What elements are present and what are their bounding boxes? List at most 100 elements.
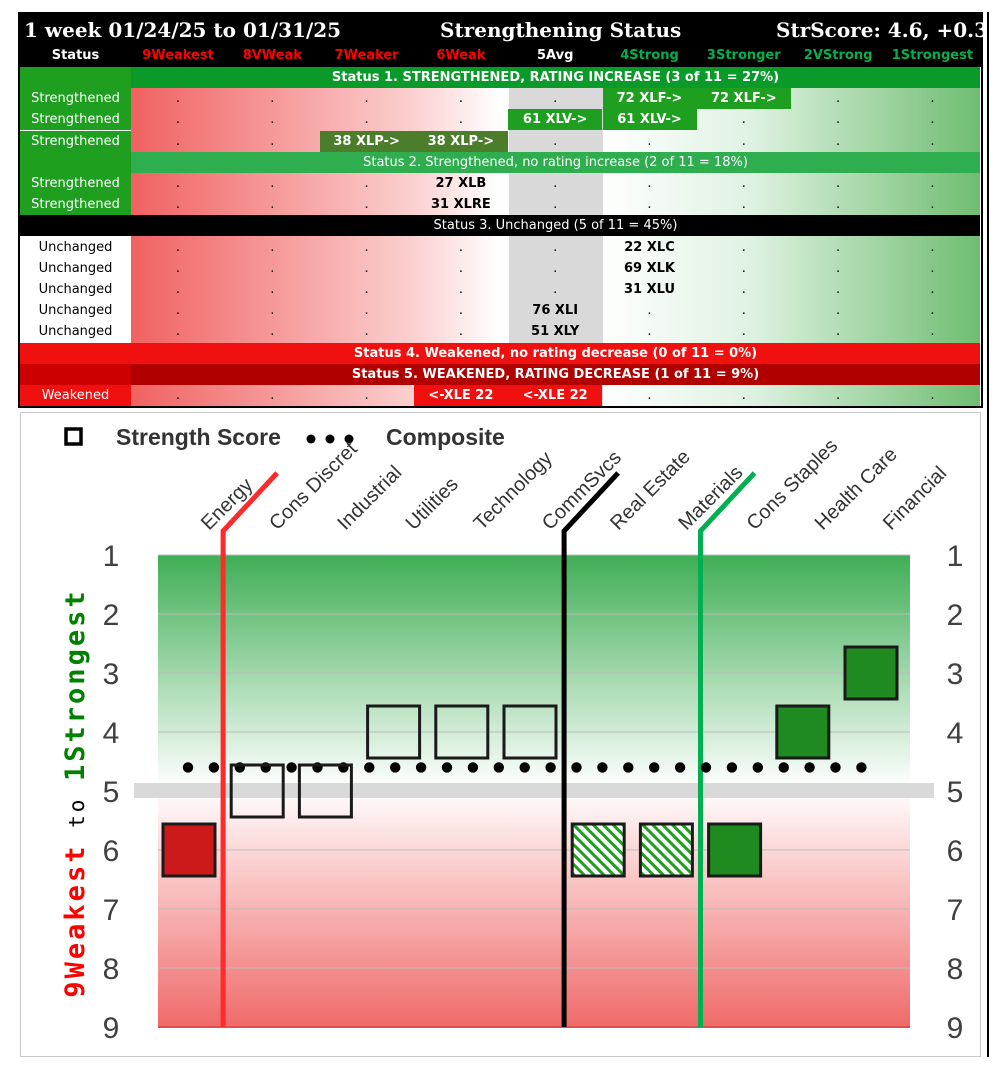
strength-score-marker: [161, 822, 217, 878]
empty-cell-dot: .: [175, 197, 181, 213]
empty-cell-dot: .: [836, 133, 841, 149]
empty-cell-dot: .: [741, 112, 746, 128]
strength-markers: [161, 645, 899, 878]
empty-cell-dot: .: [647, 133, 652, 149]
empty-cell-dot: .: [647, 324, 652, 340]
empty-cell-dot: .: [270, 91, 275, 107]
category-label: Materials: [674, 462, 747, 535]
empty-cell-dot: .: [175, 324, 181, 340]
banner-text: Status 4. Weakened, no rating decrease (…: [131, 342, 980, 364]
category-label: Utilities: [402, 473, 463, 534]
y-axis-title-part: 9Weakest: [60, 844, 91, 998]
empty-cell-dot: .: [741, 388, 746, 403]
strength-score-marker: [229, 763, 285, 819]
legend-composite: Composite: [386, 424, 505, 450]
empty-cell-dot: .: [458, 303, 463, 319]
row-status: Unchanged: [20, 300, 131, 322]
empty-cell-dot: .: [647, 197, 652, 213]
empty-cell-dot: .: [930, 197, 935, 213]
table-row: Unchanged........ 22 XLC: [20, 236, 981, 258]
empty-cell-dot: .: [930, 282, 935, 297]
y-tick-label-left: 3: [103, 658, 120, 691]
y-tick-label-left: 6: [103, 835, 120, 868]
strength-chart: Strength Score Composite Energy Cons Disc…: [20, 412, 981, 1057]
row-status: Unchanged: [20, 257, 131, 279]
legend-dot-icon: [325, 434, 335, 444]
empty-cell-dot: .: [175, 133, 181, 149]
group-dividers: [220, 471, 757, 1027]
status-banner: Status 4. Weakened, no rating decrease (…: [20, 342, 981, 364]
group-divider-line: [220, 471, 279, 1027]
legend-dot-icon: [344, 434, 354, 444]
y-tick-label-right: 2: [947, 599, 964, 632]
composite-dot: [804, 762, 815, 773]
empty-cell-dot: .: [553, 133, 558, 149]
table-row: Strengthened........ 27 XLB: [20, 173, 981, 194]
empty-cell-dot: .: [930, 324, 935, 340]
status-banner: Status 5. WEAKENED, RATING DECREASE (1 o…: [20, 363, 981, 385]
empty-cell-dot: .: [836, 388, 841, 403]
y-tick-label-right: 3: [947, 658, 964, 691]
row-status: Strengthened: [20, 173, 131, 194]
column-header: 9Weakest: [142, 48, 214, 63]
empty-cell-dot: .: [364, 303, 369, 319]
y-axis-title: 9Weakest to 1Strongest: [60, 588, 91, 997]
ticker-cell: 31 XLRE: [430, 197, 491, 213]
ticker-cell: 31 XLU: [623, 282, 676, 297]
empty-cell-dot: .: [364, 176, 369, 191]
empty-cell-dot: .: [458, 91, 463, 107]
y-tick-label-left: 2: [103, 599, 120, 632]
row-status: Unchanged: [20, 279, 131, 300]
row-status: Weakened: [20, 385, 131, 406]
ticker-cell: 72 XLF->: [602, 88, 697, 110]
table-row: Strengthened....... 72 XLF-> 72 XLF->: [20, 88, 981, 110]
empty-cell-dot: .: [741, 282, 746, 297]
composite-dot: [674, 762, 686, 773]
empty-cell-dot: .: [741, 260, 746, 276]
empty-cell-dot: .: [270, 176, 275, 191]
empty-cell-dot: .: [836, 282, 841, 297]
y-tick-label-right: 4: [947, 717, 964, 750]
legend-strength-score: Strength Score: [116, 424, 281, 450]
empty-cell-dot: .: [836, 260, 841, 276]
empty-cell-dot: .: [930, 303, 935, 319]
empty-cell-dot: .: [553, 197, 558, 213]
strength-score-marker: [707, 822, 763, 878]
strength-score-marker: [502, 704, 558, 760]
ticker-cell: 38 XLP->: [319, 130, 414, 152]
composite-dot: [286, 762, 297, 773]
empty-cell-dot: .: [836, 91, 841, 107]
y-tick-label-left: 9: [103, 1012, 120, 1045]
banner-text: Status 3. Unchanged (5 of 11 = 45%): [131, 215, 980, 237]
empty-cell-dot: .: [930, 133, 935, 149]
legend-square-icon: [64, 427, 83, 446]
empty-cell-dot: .: [270, 133, 275, 149]
midline-band: [134, 783, 934, 798]
column-header: 3Stronger: [706, 48, 781, 63]
ticker-cell: 51 XLY: [531, 324, 580, 340]
composite-dot: [623, 762, 634, 773]
composite-dot: [182, 762, 194, 773]
composite-dot: [856, 762, 867, 773]
empty-cell-dot: .: [741, 176, 746, 191]
ticker-cell: 38 XLP->: [413, 130, 508, 152]
empty-cell-dot: .: [741, 197, 746, 213]
composite-dot: [493, 762, 504, 773]
empty-cell-dot: .: [836, 303, 841, 319]
empty-cell-dot: .: [270, 112, 275, 128]
composite-dot: [390, 762, 401, 773]
empty-cell-dot: .: [175, 176, 181, 191]
composite-dot: [752, 762, 763, 773]
empty-cell-dot: .: [647, 176, 652, 191]
column-header: 1Strongest: [891, 48, 974, 63]
composite-dot: [597, 762, 608, 773]
empty-cell-dot: .: [553, 91, 558, 107]
empty-cell-dot: .: [553, 260, 558, 276]
category-label: Industrial: [333, 462, 406, 535]
row-status: Strengthened: [20, 130, 131, 152]
ticker-cell: 27 XLB: [435, 176, 487, 191]
status-banner: Status 1. STRENGTHENED, RATING INCREASE …: [20, 67, 981, 88]
empty-cell-dot: .: [741, 239, 746, 255]
table-row: Unchanged........ 69 XLK: [20, 257, 981, 279]
y-axis-title-part: 1Strongest: [60, 588, 91, 781]
